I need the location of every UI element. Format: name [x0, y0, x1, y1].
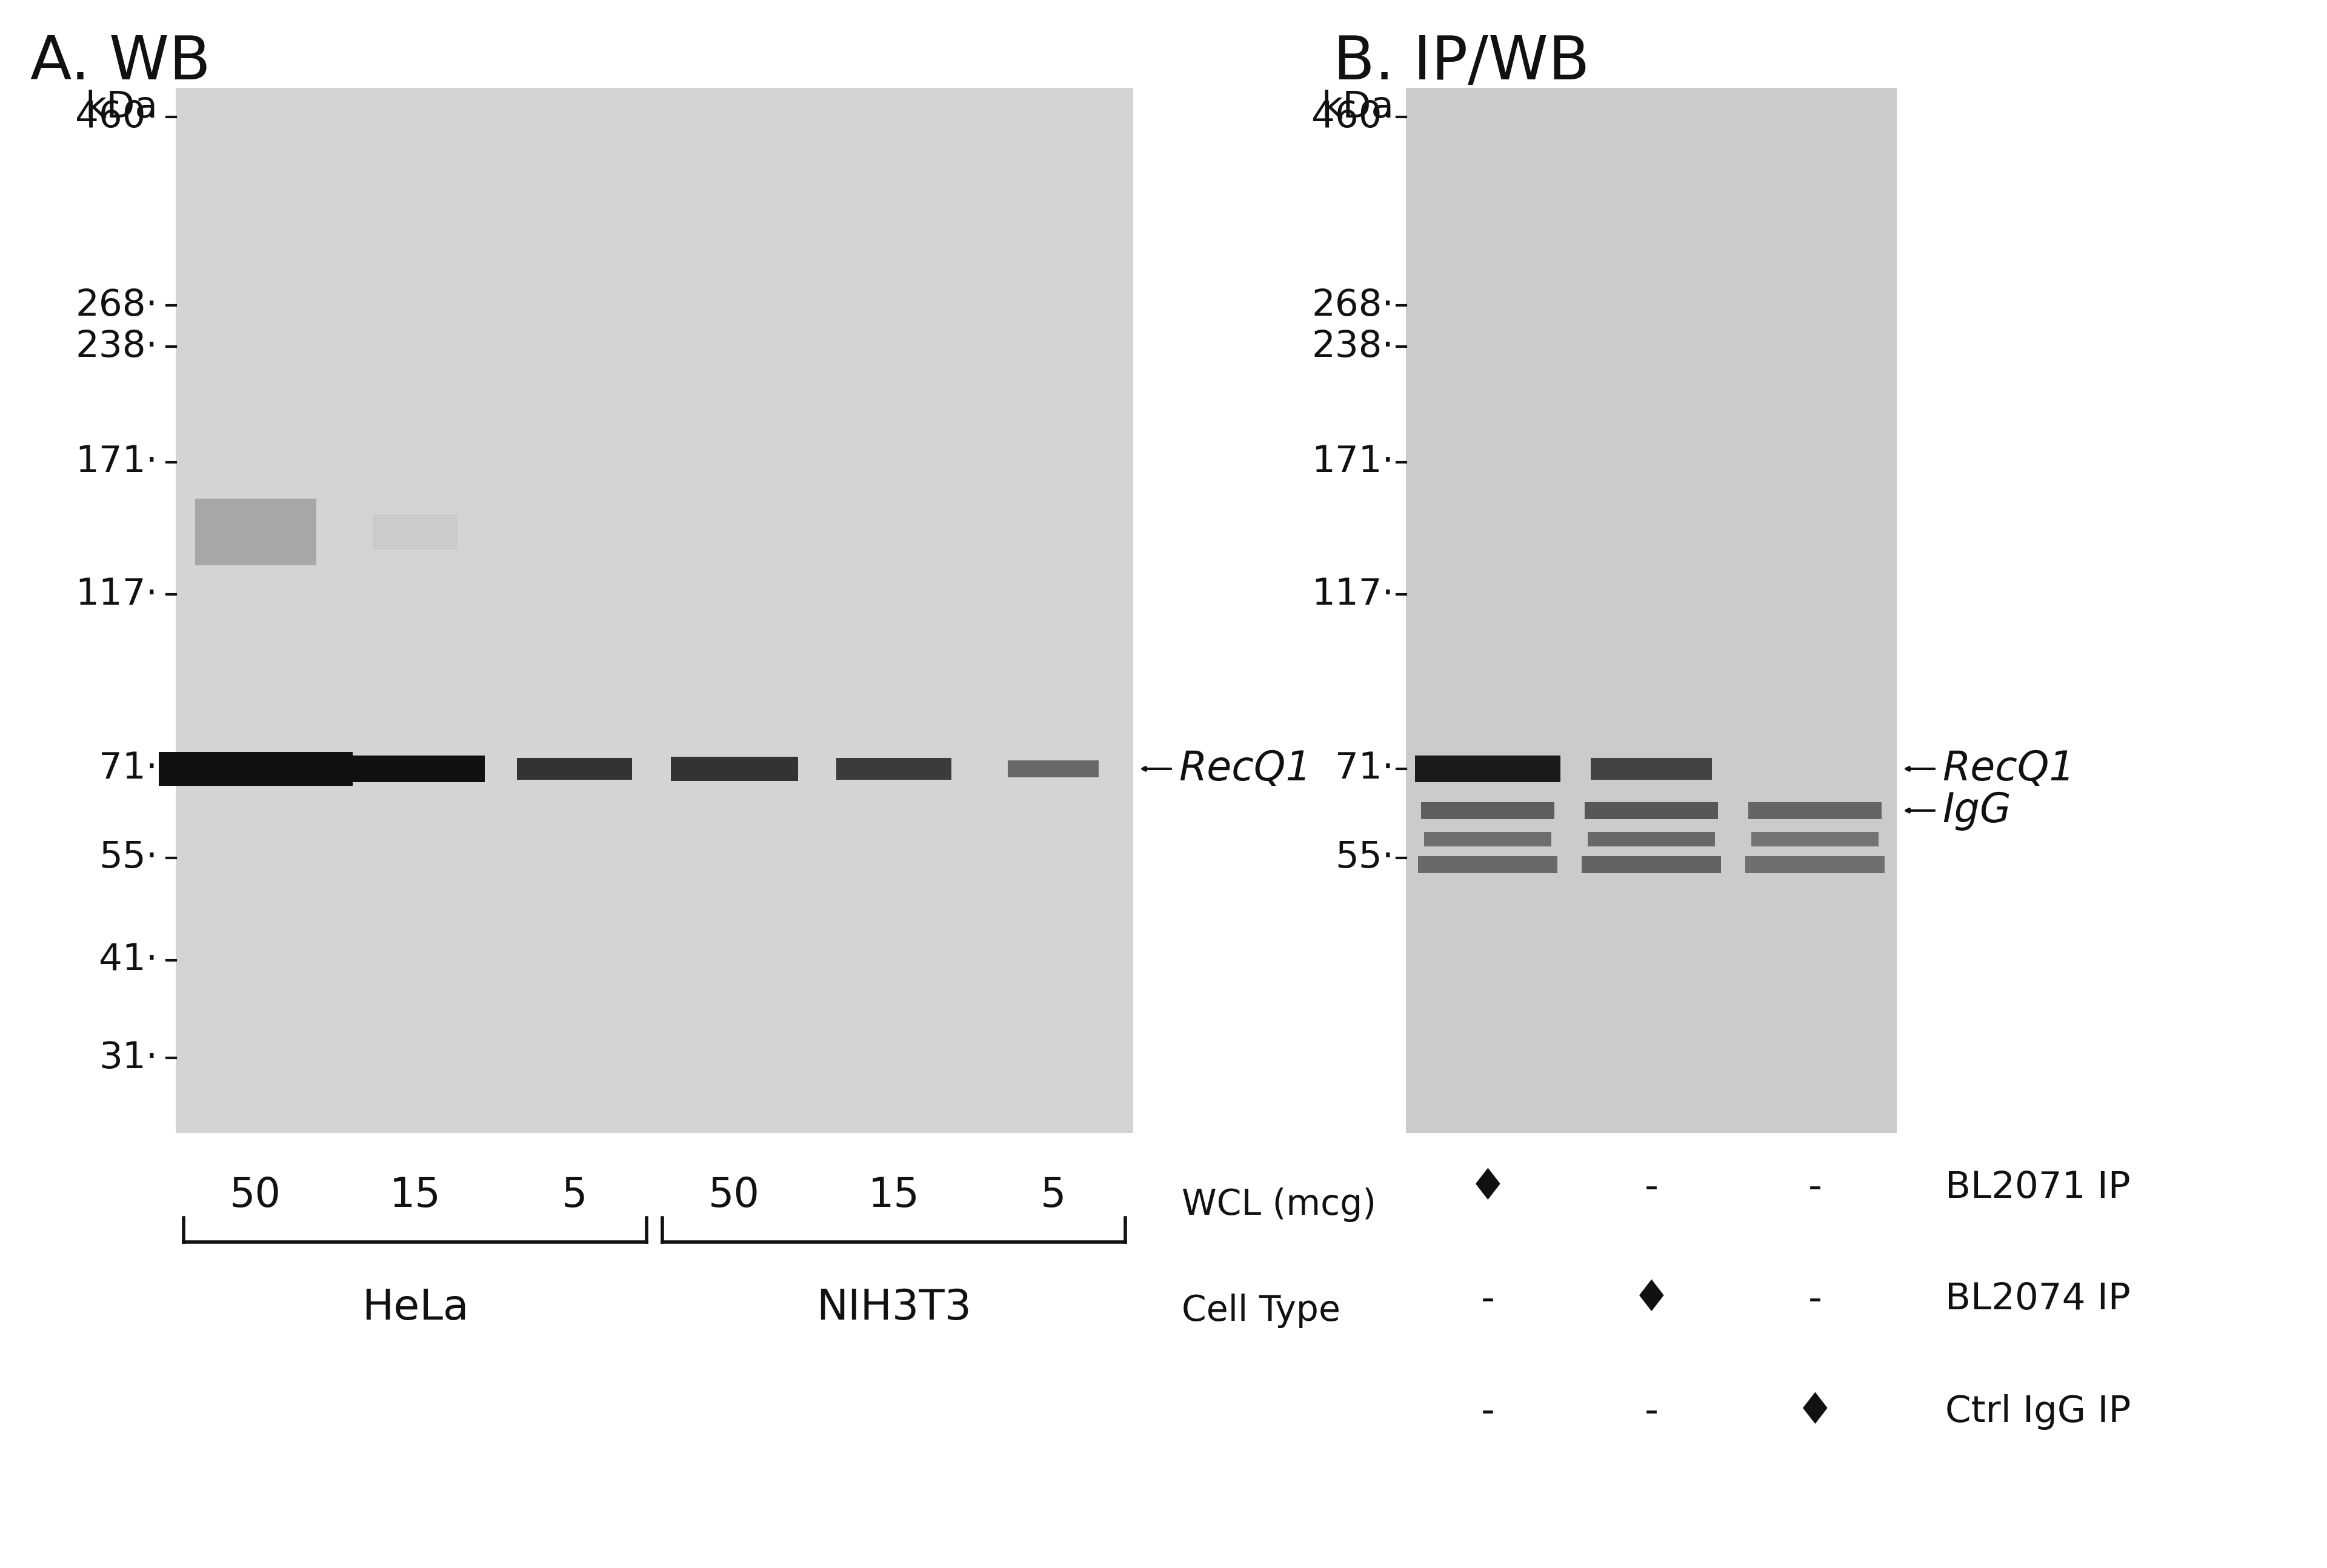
Text: 55·: 55· — [98, 840, 158, 877]
Text: RecQ1: RecQ1 — [1943, 750, 2076, 789]
Text: kDa: kDa — [84, 89, 158, 125]
Bar — [1582, 856, 1722, 873]
Bar — [1745, 856, 1885, 873]
Text: -: - — [1808, 1281, 1822, 1319]
Bar — [1406, 88, 1897, 1134]
Bar — [1417, 856, 1557, 873]
Text: -: - — [1480, 1392, 1494, 1430]
Text: B. IP/WB: B. IP/WB — [1333, 33, 1589, 93]
Text: 41·: 41· — [98, 942, 158, 978]
Bar — [1008, 760, 1098, 778]
Bar — [195, 499, 316, 566]
Bar — [1424, 833, 1552, 847]
Text: 460·: 460· — [74, 99, 158, 135]
Bar — [1748, 803, 1883, 818]
Text: 50: 50 — [707, 1176, 761, 1215]
Bar — [372, 514, 458, 550]
Bar — [1415, 756, 1561, 782]
Text: 5: 5 — [561, 1176, 586, 1215]
Text: BL2074 IP: BL2074 IP — [1945, 1281, 2132, 1317]
Text: 268·: 268· — [74, 287, 158, 323]
Text: 117·: 117· — [1312, 577, 1394, 613]
Text: 171·: 171· — [74, 444, 158, 480]
Text: ♦: ♦ — [1631, 1278, 1671, 1320]
Text: WCL (mcg): WCL (mcg) — [1182, 1187, 1375, 1221]
Text: -: - — [1645, 1168, 1659, 1206]
Text: -: - — [1480, 1281, 1494, 1319]
Text: -: - — [1808, 1168, 1822, 1206]
Text: 5: 5 — [1040, 1176, 1066, 1215]
Text: 50: 50 — [230, 1176, 282, 1215]
Text: -: - — [1645, 1392, 1659, 1430]
Text: 268·: 268· — [1312, 287, 1394, 323]
Text: 238·: 238· — [74, 329, 158, 365]
Text: 238·: 238· — [1312, 329, 1394, 365]
Text: ♦: ♦ — [1796, 1391, 1834, 1433]
Bar — [1752, 833, 1878, 847]
Text: 15: 15 — [868, 1176, 919, 1215]
Bar — [1585, 803, 1717, 818]
Bar — [1422, 803, 1554, 818]
Text: kDa: kDa — [1322, 89, 1394, 125]
Text: 71·: 71· — [98, 751, 158, 787]
Text: ♦: ♦ — [1468, 1167, 1508, 1209]
Text: BL2071 IP: BL2071 IP — [1945, 1170, 2132, 1206]
Text: 55·: 55· — [1336, 840, 1394, 877]
Bar — [177, 88, 1133, 1134]
Text: HeLa: HeLa — [361, 1287, 468, 1328]
Bar — [158, 753, 351, 786]
Text: A. WB: A. WB — [30, 33, 212, 93]
Bar — [670, 757, 798, 781]
Bar — [835, 757, 952, 779]
Text: IgG: IgG — [1943, 790, 2011, 831]
Text: 71·: 71· — [1336, 751, 1394, 787]
Text: Ctrl IgG IP: Ctrl IgG IP — [1945, 1394, 2132, 1430]
Text: Cell Type: Cell Type — [1182, 1294, 1340, 1328]
Text: 117·: 117· — [74, 577, 158, 613]
Text: 171·: 171· — [1312, 444, 1394, 480]
Bar — [517, 757, 633, 779]
Bar — [1587, 833, 1715, 847]
Text: 460·: 460· — [1312, 99, 1394, 135]
Text: 31·: 31· — [98, 1040, 158, 1076]
Text: NIH3T3: NIH3T3 — [817, 1287, 970, 1328]
Text: 15: 15 — [389, 1176, 440, 1215]
Text: RecQ1: RecQ1 — [1180, 750, 1310, 789]
Bar — [344, 756, 484, 782]
Bar — [1592, 757, 1713, 779]
